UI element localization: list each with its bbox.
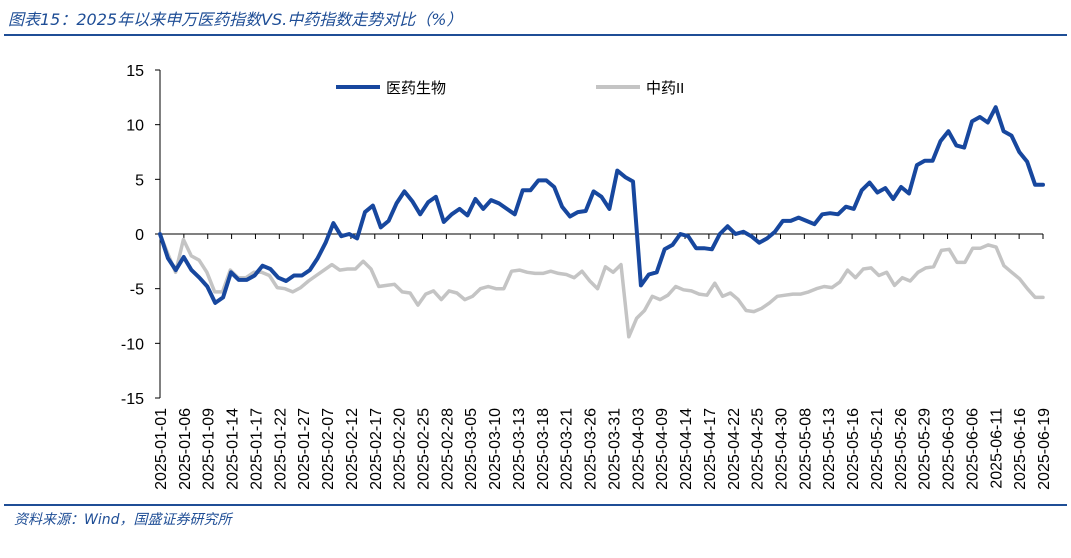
x-tick-label: 2025-04-25 — [750, 408, 767, 490]
y-axis: 15 10 5 0 -5 -10 -15 — [121, 63, 161, 408]
x-tick-label: 2025-02-28 — [439, 408, 456, 490]
x-tick-label: 2025-03-26 — [583, 408, 600, 490]
title-divider — [4, 34, 1067, 36]
y-tick-label: -5 — [130, 282, 144, 299]
y-tick-label: 15 — [126, 63, 144, 80]
x-tick-label: 2025-02-12 — [344, 408, 361, 490]
x-tick-label: 2025-04-22 — [726, 408, 743, 490]
x-tick-label: 2025-03-13 — [511, 408, 528, 490]
x-tick-label: 2025-02-17 — [368, 408, 385, 490]
x-tick-label: 2025-03-10 — [487, 408, 504, 490]
source-note: 资料来源：Wind，国盛证券研究所 — [14, 512, 232, 528]
x-tick-label: 2025-03-18 — [535, 408, 552, 490]
x-tick-label: 2025-04-17 — [702, 408, 719, 490]
x-tick-label: 2025-06-19 — [1036, 408, 1053, 490]
x-tick-label: 2025-02-20 — [392, 408, 409, 490]
x-tick-label: 2025-01-22 — [272, 408, 289, 490]
y-tick-label: 10 — [126, 118, 144, 135]
x-tick-label: 2025-05-16 — [845, 408, 862, 490]
x-tick-label: 2025-03-05 — [463, 408, 480, 490]
x-tick-label: 2025-01-17 — [248, 408, 265, 490]
x-tick-label: 2025-05-26 — [893, 408, 910, 490]
x-tick-label: 2025-04-03 — [630, 408, 647, 490]
x-axis: 2025-01-01 2025-01-06 2025-01-09 2025-01-14… — [153, 233, 1053, 490]
y-tick-label: -15 — [121, 391, 144, 408]
x-tick-label: 2025-06-11 — [988, 408, 1005, 489]
y-tick-label: 0 — [135, 227, 144, 244]
x-tick-label: 2025-01-01 — [153, 408, 170, 490]
x-tick-label: 2025-04-09 — [654, 408, 671, 490]
x-tick-label: 2025-06-06 — [964, 408, 981, 490]
x-tick-label: 2025-06-16 — [1012, 408, 1029, 490]
x-tick-label: 2025-03-31 — [606, 408, 623, 490]
x-tick-label: 2025-05-21 — [869, 408, 886, 490]
footer-divider — [4, 504, 1067, 506]
y-tick-label: 5 — [135, 172, 144, 189]
x-tick-label: 2025-01-09 — [201, 408, 218, 490]
x-tick-label: 2025-04-14 — [678, 408, 695, 490]
legend: 医药生物 中药II — [336, 80, 684, 97]
series-layer — [158, 105, 1045, 339]
x-tick-label: 2025-02-25 — [416, 408, 433, 490]
x-tick-label: 2025-01-14 — [225, 408, 242, 490]
figure-title: 图表15：2025年以来申万医药指数VS.中药指数走势对比（%） — [8, 10, 463, 29]
x-tick-label: 2025-01-27 — [296, 408, 313, 490]
series-line-1 — [158, 105, 1045, 305]
legend-label-2: 中药II — [646, 80, 684, 97]
x-tick-label: 2025-05-29 — [917, 408, 934, 490]
x-tick-label: 2025-04-30 — [773, 408, 790, 490]
x-tick-label: 2025-01-06 — [177, 408, 194, 490]
x-tick-label: 2025-06-03 — [941, 408, 958, 490]
x-tick-label: 2025-02-07 — [320, 408, 337, 490]
x-tick-label: 2025-05-13 — [821, 408, 838, 490]
series-line-2 — [158, 232, 1045, 339]
legend-label-1: 医药生物 — [386, 80, 446, 97]
x-tick-label: 2025-05-08 — [797, 408, 814, 490]
x-tick-label: 2025-03-21 — [559, 408, 576, 490]
y-tick-label: -10 — [121, 336, 144, 353]
